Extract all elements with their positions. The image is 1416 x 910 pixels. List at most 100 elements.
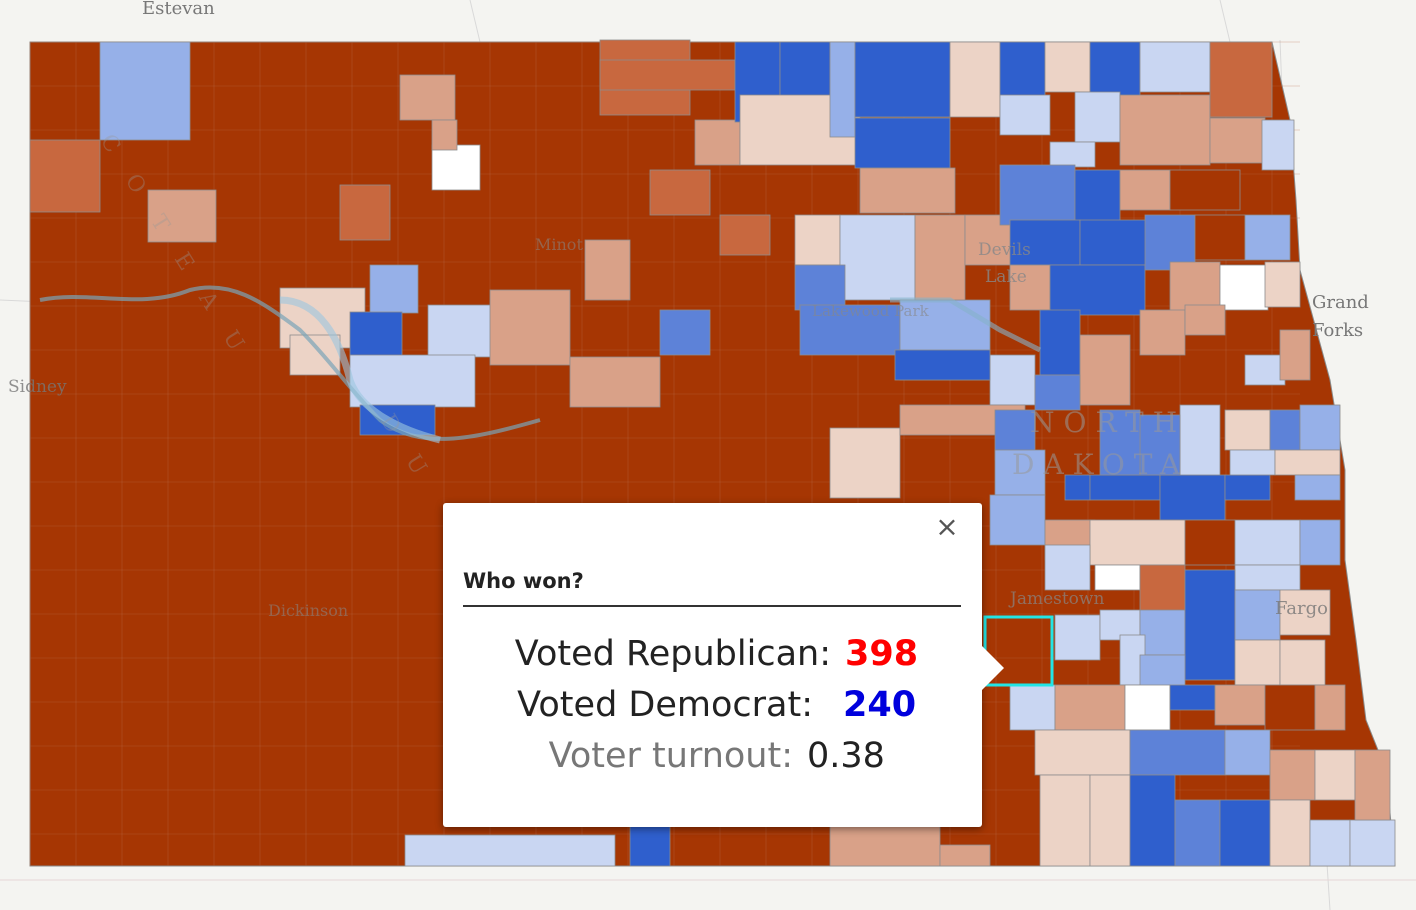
precinct[interactable] <box>1089 519 1186 566</box>
precinct[interactable] <box>29 139 101 213</box>
precinct[interactable] <box>584 239 631 301</box>
precinct[interactable] <box>1299 519 1341 566</box>
precinct[interactable] <box>1139 41 1211 93</box>
precinct[interactable] <box>404 834 616 867</box>
precinct[interactable] <box>1229 449 1276 476</box>
precinct[interactable] <box>489 289 571 366</box>
precinct[interactable] <box>1214 684 1266 726</box>
precinct[interactable] <box>431 144 481 191</box>
precinct[interactable] <box>719 214 771 256</box>
precinct[interactable] <box>1299 404 1341 451</box>
precinct[interactable] <box>1279 329 1311 381</box>
precinct[interactable] <box>1054 684 1126 731</box>
precinct[interactable] <box>1079 334 1131 406</box>
precinct[interactable] <box>1244 354 1286 386</box>
precinct[interactable] <box>1159 474 1226 521</box>
precinct[interactable] <box>1184 569 1236 681</box>
precinct[interactable] <box>1179 404 1221 476</box>
precinct[interactable] <box>1234 564 1301 591</box>
precinct[interactable] <box>1224 729 1271 776</box>
precinct[interactable] <box>1244 214 1291 261</box>
precinct[interactable] <box>1309 819 1351 867</box>
precinct[interactable] <box>949 41 1001 118</box>
precinct[interactable] <box>599 59 736 91</box>
precinct[interactable] <box>854 117 951 169</box>
precinct[interactable] <box>349 311 403 358</box>
precinct[interactable] <box>914 214 966 301</box>
precinct[interactable] <box>1119 94 1211 166</box>
precinct[interactable] <box>1194 214 1246 261</box>
precinct[interactable] <box>1064 474 1091 501</box>
precinct[interactable] <box>431 119 458 151</box>
precinct[interactable] <box>147 189 217 243</box>
precinct[interactable] <box>1209 41 1273 118</box>
precinct[interactable] <box>1224 474 1271 501</box>
precinct[interactable] <box>1074 91 1121 143</box>
precinct[interactable] <box>1074 169 1121 226</box>
precinct[interactable] <box>779 41 831 98</box>
precinct[interactable] <box>1314 684 1346 731</box>
precinct[interactable] <box>1079 219 1151 266</box>
precinct[interactable] <box>1269 409 1301 456</box>
precinct[interactable] <box>1044 41 1091 93</box>
precinct[interactable] <box>794 264 846 311</box>
precinct[interactable] <box>1034 729 1131 776</box>
precinct[interactable] <box>1169 169 1241 211</box>
precinct[interactable] <box>1039 309 1081 376</box>
precinct[interactable] <box>829 41 856 138</box>
precinct[interactable] <box>1224 409 1271 451</box>
precinct[interactable] <box>1129 774 1176 867</box>
precinct[interactable] <box>1174 799 1221 867</box>
precinct[interactable] <box>999 41 1046 98</box>
precinct[interactable] <box>289 334 341 376</box>
precinct[interactable] <box>349 354 476 408</box>
precinct[interactable] <box>427 304 494 358</box>
precinct[interactable] <box>1169 261 1221 313</box>
precinct[interactable] <box>1099 409 1141 476</box>
precinct[interactable] <box>999 164 1076 226</box>
precinct[interactable] <box>99 41 191 141</box>
precinct[interactable] <box>1314 749 1356 801</box>
precinct[interactable] <box>369 264 419 314</box>
precinct[interactable] <box>994 449 1046 496</box>
precinct[interactable] <box>1089 774 1131 867</box>
precinct[interactable] <box>854 41 951 118</box>
precinct[interactable] <box>339 184 391 241</box>
precinct[interactable] <box>1139 609 1186 656</box>
precinct[interactable] <box>694 119 741 166</box>
precinct[interactable] <box>1234 519 1301 566</box>
precinct[interactable] <box>1049 264 1146 316</box>
precinct[interactable] <box>629 824 671 867</box>
precinct[interactable] <box>1269 749 1316 801</box>
precinct[interactable] <box>989 494 1046 546</box>
precinct[interactable] <box>1264 261 1301 308</box>
precinct[interactable] <box>1279 589 1331 636</box>
precinct[interactable] <box>1184 519 1236 566</box>
precinct[interactable] <box>829 824 941 867</box>
precinct-layer[interactable] <box>29 39 1396 867</box>
precinct[interactable] <box>1039 774 1091 867</box>
precinct[interactable] <box>1034 374 1081 411</box>
precinct[interactable] <box>649 169 711 216</box>
precinct[interactable] <box>939 844 991 867</box>
precinct[interactable] <box>1139 564 1186 616</box>
precinct[interactable] <box>1184 304 1226 336</box>
precinct[interactable] <box>1119 169 1171 211</box>
precinct[interactable] <box>1354 749 1391 821</box>
precinct[interactable] <box>1209 117 1266 164</box>
precinct[interactable] <box>829 427 901 499</box>
precinct[interactable] <box>659 309 711 356</box>
precinct[interactable] <box>1009 219 1081 266</box>
close-icon[interactable]: × <box>935 510 959 543</box>
precinct[interactable] <box>999 94 1051 136</box>
precinct[interactable] <box>1269 799 1311 867</box>
precinct[interactable] <box>569 356 661 408</box>
precinct[interactable] <box>1049 141 1096 168</box>
precinct[interactable] <box>399 74 456 121</box>
precinct[interactable] <box>989 354 1036 406</box>
precinct[interactable] <box>794 214 841 266</box>
precinct[interactable] <box>1009 684 1056 731</box>
precinct[interactable] <box>1139 309 1186 356</box>
